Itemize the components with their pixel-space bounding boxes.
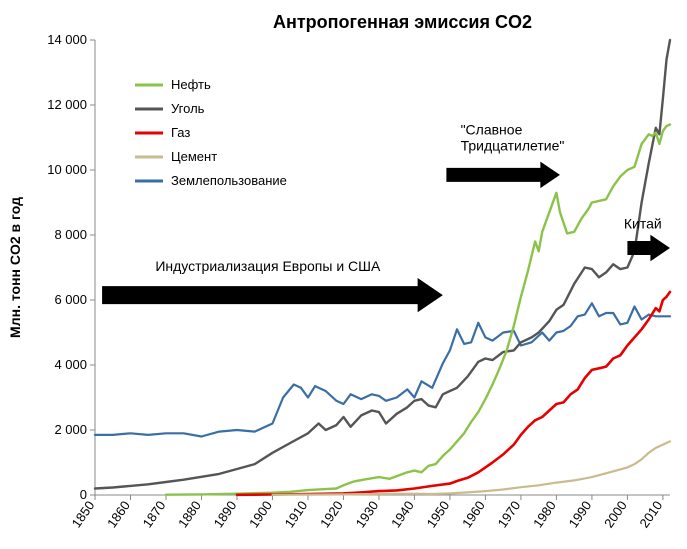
y-tick-label: 8 000 [54,227,87,242]
chart-title: Антропогенная эмиссия CO2 [273,12,532,32]
y-tick-label: 2 000 [54,422,87,437]
chart-container: Антропогенная эмиссия CO2 Млн. тонн CO2 в… [0,0,687,549]
x-tick-label: 1950 [424,498,453,530]
x-tick-label: 1880 [175,498,204,530]
x-tick-label: 1990 [565,498,594,530]
x-tick-label: 1890 [211,498,240,530]
x-tick-label: 1860 [104,498,133,530]
legend-label-2: Газ [171,125,190,140]
series-cement [273,441,671,494]
x-tick-label: 1930 [353,498,382,530]
legend-label-4: Землепользование [171,173,287,188]
x-tick-label: 2010 [636,498,665,530]
annotation-arrow [102,278,443,312]
x-tick-label: 1940 [388,498,417,530]
y-tick-label: 10 000 [47,162,87,177]
x-tick-label: 1900 [246,498,275,530]
x-tick-label: 1920 [317,498,346,530]
series-gas [237,292,670,495]
y-tick-label: 12 000 [47,97,87,112]
x-tick-label: 1970 [495,498,524,530]
legend-label-3: Цемент [171,149,217,164]
y-axis-label: Млн. тонн CO2 в год [7,197,23,338]
x-tick-label: 1980 [530,498,559,530]
co2-emissions-chart: Антропогенная эмиссия CO2 Млн. тонн CO2 в… [0,0,687,549]
annotation-arrow [446,162,560,189]
annotation-trente_glorieuses-text-0: "Славное [461,121,523,137]
x-tick-label: 1910 [282,498,311,530]
annotation-industrialization-text: Индустриализация Европы и США [155,258,381,274]
x-tick-label: 2000 [601,498,630,530]
annotation-china-text: Китай [624,216,662,232]
x-tick-label: 1960 [459,498,488,530]
y-tick-label: 4 000 [54,357,87,372]
legend-label-1: Уголь [171,101,205,116]
y-tick-label: 6 000 [54,292,87,307]
x-tick-label: 1850 [69,498,98,530]
y-tick-label: 14 000 [47,32,87,47]
legend-label-0: Нефть [171,77,211,92]
x-tick-label: 1870 [140,498,169,530]
annotation-arrow [627,235,670,262]
annotation-trente_glorieuses-text-1: Тридцатилетие" [461,137,565,153]
